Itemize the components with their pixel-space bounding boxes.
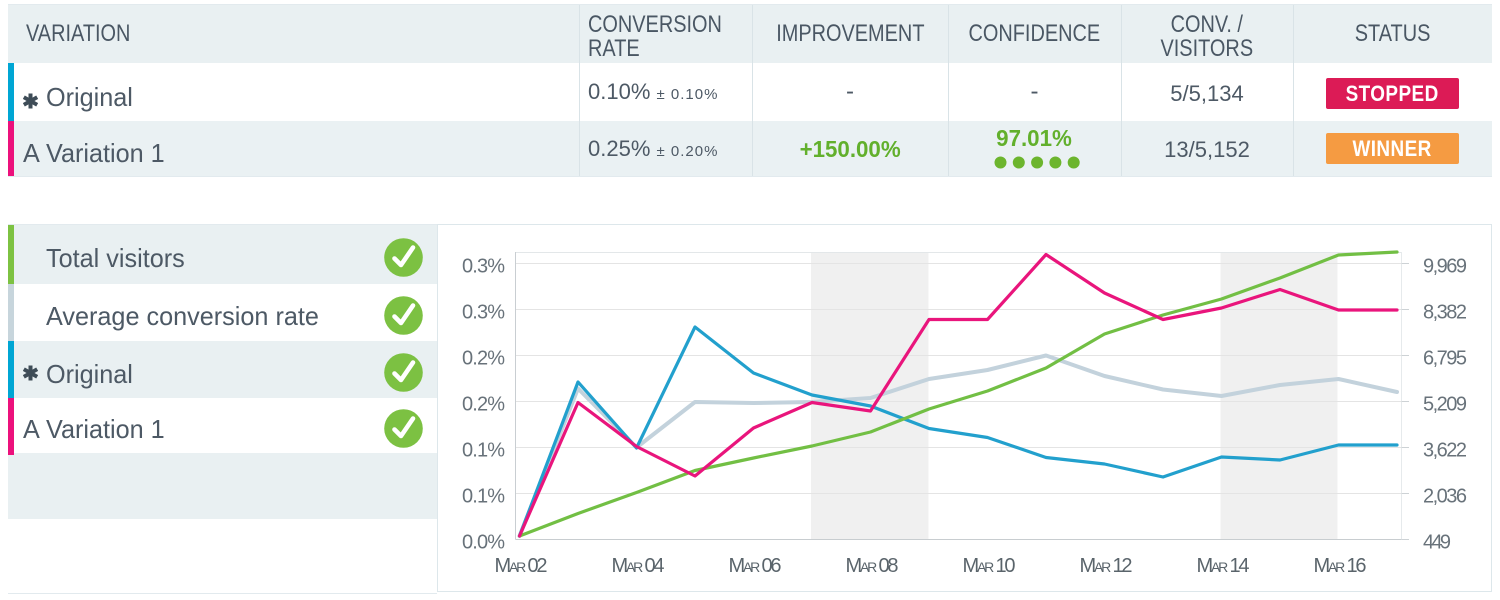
svg-text:Mar 10: Mar 10 xyxy=(963,555,1016,577)
svg-text:9,969: 9,969 xyxy=(1423,256,1467,278)
svg-text:0.3%: 0.3% xyxy=(462,302,505,324)
svg-text:0.2%: 0.2% xyxy=(462,348,505,370)
svg-text:Mar 16: Mar 16 xyxy=(1314,555,1367,577)
svg-text:Mar 02: Mar 02 xyxy=(495,555,548,577)
svg-text:0.3%: 0.3% xyxy=(462,256,505,278)
svg-text:2,036: 2,036 xyxy=(1423,486,1467,508)
svg-text:0.0%: 0.0% xyxy=(462,532,505,554)
svg-text:0.1%: 0.1% xyxy=(462,440,505,462)
svg-text:Mar 12: Mar 12 xyxy=(1080,555,1133,577)
svg-text:8,382: 8,382 xyxy=(1423,302,1467,324)
svg-text:0.1%: 0.1% xyxy=(462,486,505,508)
svg-text:6,795: 6,795 xyxy=(1423,348,1467,370)
svg-text:5,209: 5,209 xyxy=(1423,394,1467,416)
svg-text:449: 449 xyxy=(1423,532,1451,554)
svg-text:Mar 04: Mar 04 xyxy=(612,555,665,577)
svg-text:Mar 06: Mar 06 xyxy=(729,555,782,577)
svg-text:Mar 14: Mar 14 xyxy=(1197,555,1250,577)
svg-text:3,622: 3,622 xyxy=(1423,440,1467,462)
svg-text:0.2%: 0.2% xyxy=(462,394,505,416)
svg-text:Mar 08: Mar 08 xyxy=(846,555,899,577)
